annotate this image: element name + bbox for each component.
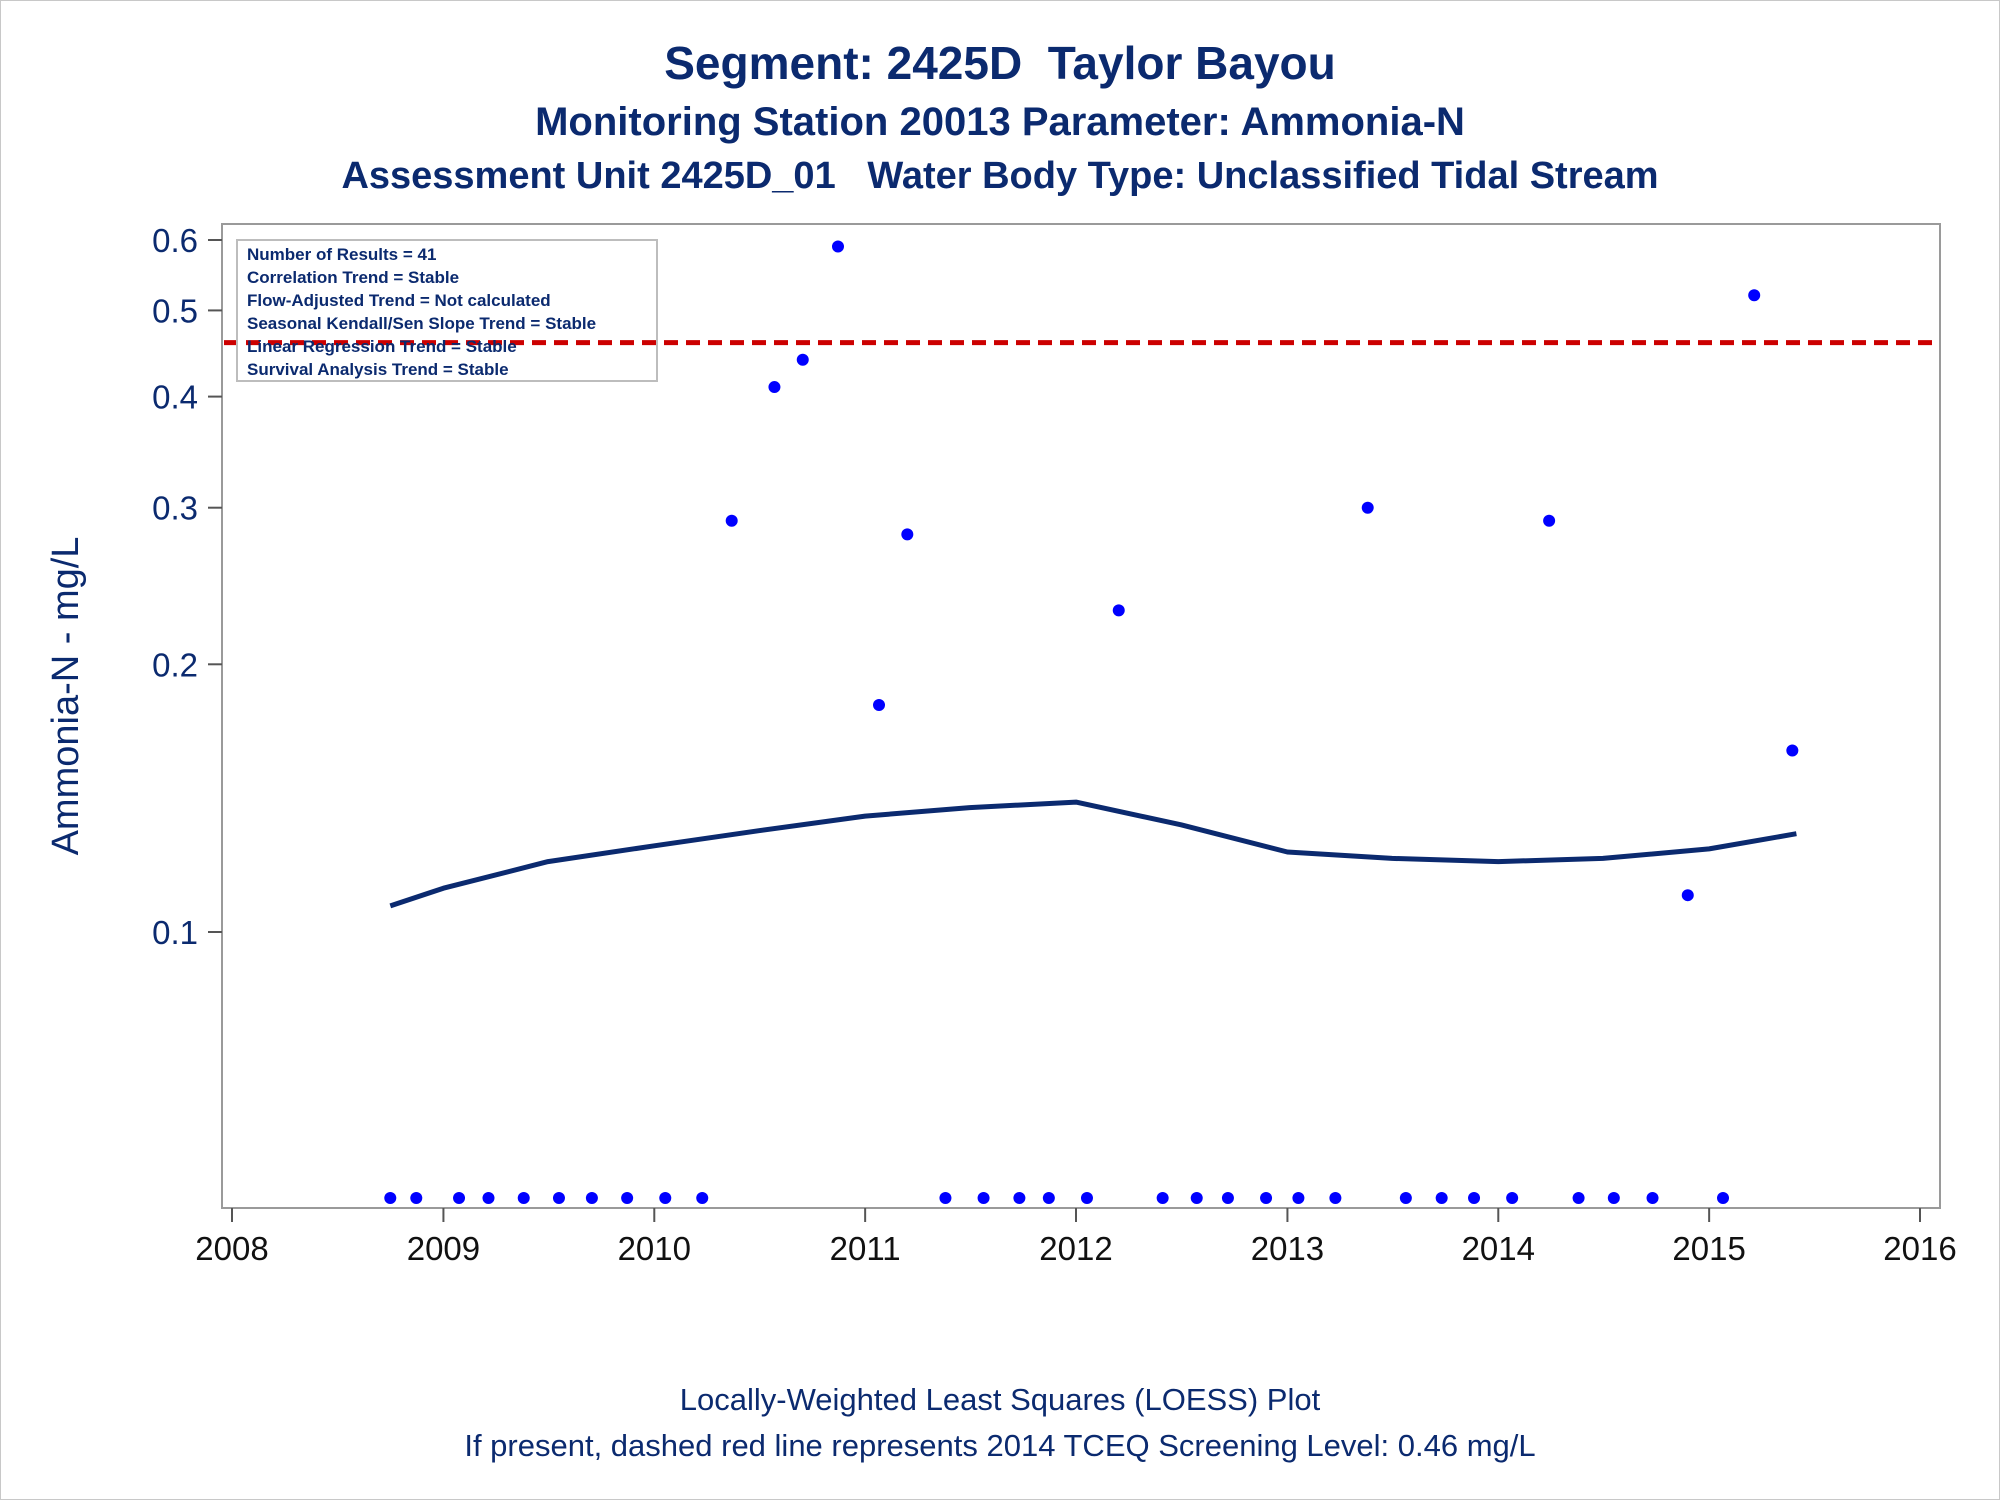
data-point — [1260, 1192, 1273, 1204]
data-point — [873, 698, 886, 711]
data-point — [1013, 1192, 1026, 1204]
data-point — [1786, 744, 1799, 757]
data-point — [1112, 604, 1125, 617]
data-point — [1607, 1192, 1620, 1204]
stats-box-line: Correlation Trend = Stable — [247, 268, 459, 287]
stats-box — [236, 239, 658, 382]
x-tick-label: 2014 — [1462, 1230, 1535, 1267]
data-point — [659, 1192, 672, 1204]
data-point — [1156, 1192, 1169, 1204]
stats-box-line: Flow-Adjusted Trend = Not calculated — [247, 291, 551, 310]
x-tick-label: 2011 — [830, 1230, 901, 1267]
data-point — [1572, 1192, 1585, 1204]
y-tick-label: 0.4 — [152, 379, 198, 416]
data-point — [696, 1192, 709, 1204]
x-tick-label: 2015 — [1672, 1230, 1745, 1267]
stats-box-line: Number of Results = 41 — [247, 245, 436, 264]
chart-subtitle-station: Monitoring Station 20013 Parameter: Ammo… — [535, 100, 1465, 144]
stats-box-line: Survival Analysis Trend = Stable — [247, 360, 509, 379]
data-point — [1190, 1192, 1203, 1204]
chart-title: Segment: 2425D Taylor Bayou — [664, 37, 1336, 89]
data-point — [585, 1192, 598, 1204]
data-point — [517, 1192, 530, 1204]
data-point — [384, 1192, 397, 1204]
data-point — [977, 1192, 990, 1204]
x-tick-label: 2009 — [407, 1230, 480, 1267]
data-point — [410, 1192, 423, 1204]
data-point — [901, 528, 914, 541]
data-point — [1080, 1192, 1093, 1204]
data-point — [1361, 501, 1374, 514]
data-point — [1506, 1192, 1519, 1204]
data-point — [1748, 289, 1761, 302]
loess-line — [389, 799, 1797, 909]
x-tick-label: 2008 — [195, 1230, 268, 1267]
y-tick-label: 0.5 — [152, 292, 198, 329]
stats-box-line: Seasonal Kendall/Sen Slope Trend = Stabl… — [247, 314, 596, 333]
y-tick-label: 0.3 — [152, 490, 198, 527]
data-point — [1543, 514, 1556, 527]
data-point — [939, 1192, 952, 1204]
x-tick-label: 2013 — [1251, 1230, 1324, 1267]
footnote-screening-level: If present, dashed red line represents 2… — [464, 1428, 1536, 1463]
data-point — [1329, 1192, 1342, 1204]
y-tick-label: 0.6 — [152, 222, 198, 259]
x-tick-label: 2010 — [618, 1230, 691, 1267]
data-point — [725, 514, 738, 527]
chart-subtitle-assessment: Assessment Unit 2425D_01 Water Body Type… — [341, 155, 1659, 197]
data-point — [1399, 1192, 1412, 1204]
data-point — [1646, 1192, 1659, 1204]
x-tick-label: 2016 — [1883, 1230, 1956, 1267]
y-axis-title: Ammonia-N - mg/L — [45, 537, 87, 856]
plot-area-frame — [221, 223, 1941, 1209]
data-point — [621, 1192, 634, 1204]
stats-box-line: Linear Regression Trend = Stable — [247, 337, 517, 356]
data-point — [768, 381, 781, 394]
data-point — [1292, 1192, 1305, 1204]
data-point — [1681, 889, 1694, 902]
data-point — [482, 1192, 495, 1204]
data-point — [552, 1192, 565, 1204]
data-point — [796, 353, 809, 366]
data-point — [453, 1192, 466, 1204]
y-tick-label: 0.2 — [152, 646, 198, 683]
footnote-loess: Locally-Weighted Least Squares (LOESS) P… — [679, 1382, 1321, 1417]
x-tick-label: 2012 — [1039, 1230, 1112, 1267]
data-point — [1435, 1192, 1448, 1204]
y-tick-label: 0.1 — [152, 914, 198, 951]
data-point — [1221, 1192, 1234, 1204]
data-point — [1042, 1192, 1055, 1204]
data-point — [831, 240, 844, 253]
data-point — [1468, 1192, 1481, 1204]
data-point — [1717, 1192, 1730, 1204]
